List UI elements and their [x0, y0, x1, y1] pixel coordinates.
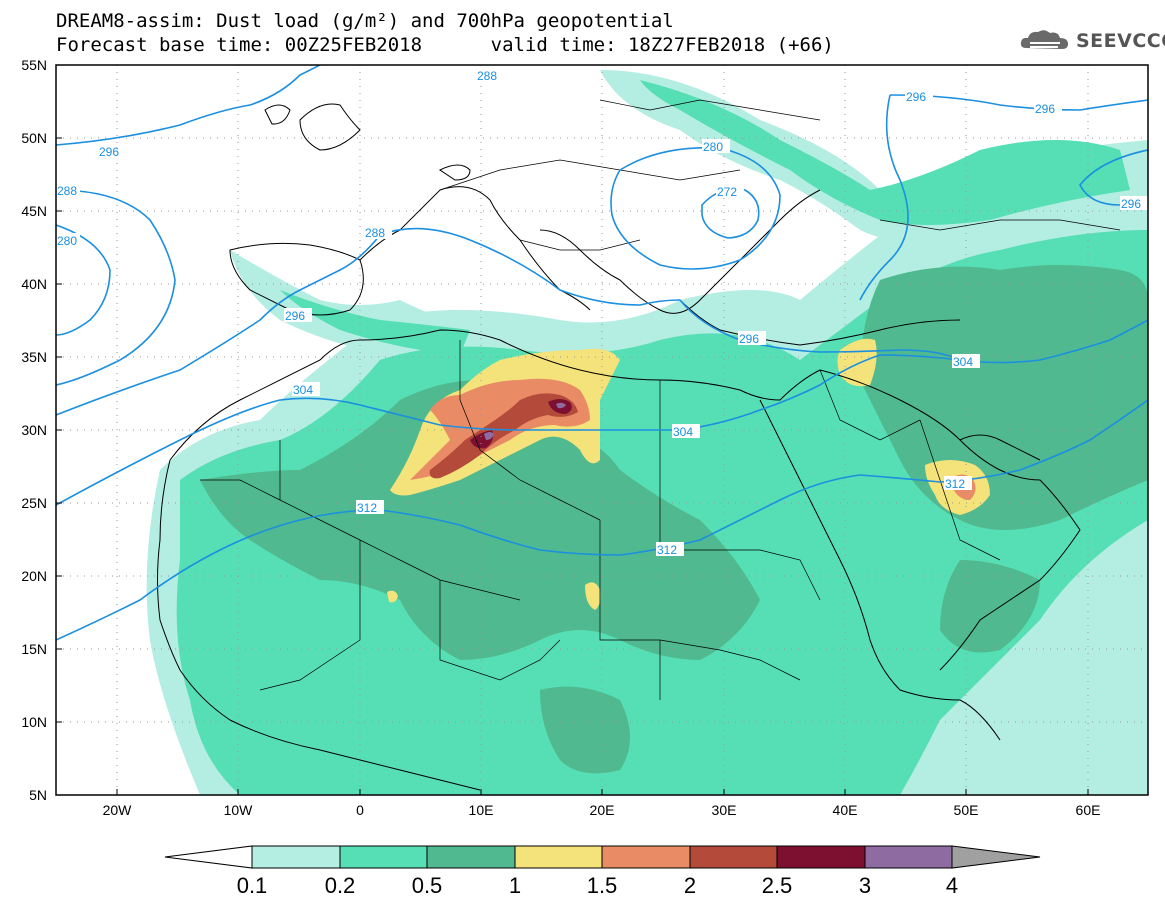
lon-label: 0 [356, 802, 364, 818]
lat-label: 30N [21, 422, 47, 438]
country-borders [200, 99, 1121, 700]
lon-label: 30E [712, 802, 737, 818]
svg-text:288: 288 [57, 184, 77, 198]
svg-text:304: 304 [953, 355, 973, 369]
colorbar-tick-label: 0.1 [237, 873, 268, 898]
contour-label-312-e: 312 [944, 476, 972, 491]
logo-text: SEEVCCC [1076, 30, 1165, 52]
lon-label: 20W [103, 802, 133, 818]
colorbar-tick-label: 0.5 [412, 873, 443, 898]
lon-label: 50E [954, 802, 979, 818]
svg-text:304: 304 [293, 383, 313, 397]
dust-level-3-region [484, 402, 566, 440]
axis-ticks [56, 64, 1089, 796]
lat-label: 40N [21, 276, 47, 292]
map-grid [56, 65, 1148, 795]
svg-text:312: 312 [945, 477, 965, 491]
lon-label: 20E [590, 802, 615, 818]
contour-label-280-center: 280 [702, 139, 730, 154]
lat-label: 15N [21, 641, 47, 657]
colorbar-tick-label: 2.5 [762, 873, 793, 898]
svg-text:296: 296 [1035, 102, 1055, 116]
geopotential-contours [56, 65, 1148, 641]
lat-label: 55N [21, 57, 47, 73]
colorbar-bin [251, 845, 341, 869]
colorbar-bin [601, 845, 691, 869]
contour-label-296-ne: 296 [905, 89, 933, 104]
svg-text:312: 312 [357, 501, 377, 515]
colorbar-tick-label: 4 [946, 873, 958, 898]
lat-label: 20N [21, 568, 47, 584]
contour-label-312-c: 312 [656, 542, 684, 557]
lat-label: 5N [29, 787, 47, 803]
svg-text:288: 288 [477, 69, 497, 83]
contour-label-312-w: 312 [356, 500, 384, 515]
svg-text:296: 296 [1121, 197, 1141, 211]
contour-label-296-med: 296 [738, 331, 766, 346]
colorbar-bin [689, 845, 778, 869]
map-subtitle: Forecast base time: 00Z25FEB2018 valid t… [56, 34, 834, 56]
svg-text:280: 280 [57, 234, 77, 248]
lon-label: 40E [833, 802, 858, 818]
lat-label: 10N [21, 714, 47, 730]
colorbar-bin [864, 845, 953, 869]
contour-label-272: 272 [716, 184, 744, 199]
contour-label-296-e: 296 [1120, 196, 1148, 211]
lat-label: 45N [21, 203, 47, 219]
colorbar-high-arrow [951, 845, 1041, 869]
lat-label: 50N [21, 130, 47, 146]
lon-label: 10E [469, 802, 494, 818]
colorbar-tick-label: 1 [509, 873, 521, 898]
colorbar-tick-label: 3 [859, 873, 871, 898]
lon-label: 60E [1076, 802, 1101, 818]
colorbar-bin [339, 845, 428, 869]
contour-label-304-c: 304 [672, 424, 700, 439]
svg-text:296: 296 [99, 145, 119, 159]
svg-text:304: 304 [673, 425, 693, 439]
map-title: DREAM8-assim: Dust load (g/m²) and 700hP… [56, 10, 674, 32]
contour-label-280-w: 280 [56, 233, 80, 248]
svg-text:272: 272 [717, 185, 737, 199]
dust-level-2-region [429, 393, 578, 479]
latitude-labels: 55N 50N 45N 40N 35N 30N 25N 20N 15N 10N … [21, 57, 47, 803]
contour-label-296-w: 296 [98, 144, 126, 159]
lon-label: 10W [224, 802, 254, 818]
contour-label-296-ne2: 296 [1034, 101, 1062, 116]
colorbar-low-arrow [164, 845, 253, 869]
colorbar-bin [776, 845, 866, 869]
svg-text:296: 296 [285, 309, 305, 323]
contour-label-288-top: 288 [476, 68, 504, 83]
contour-label-288-w: 288 [56, 183, 80, 198]
colorbar-tick-label: 0.2 [325, 873, 356, 898]
contour-labels: 288 296 296 296 280 272 296 288 280 288 … [56, 68, 1148, 557]
cloud-icon [1020, 30, 1068, 49]
svg-text:312: 312 [657, 543, 677, 557]
colorbar-tick-label: 2 [684, 873, 696, 898]
colorbar-labels: 0.1 0.2 0.5 1 1.5 2 2.5 3 4 [237, 873, 958, 898]
svg-text:288: 288 [365, 226, 385, 240]
colorbar-bin [514, 845, 603, 869]
contour-label-304-e: 304 [952, 354, 980, 369]
svg-text:296: 296 [906, 90, 926, 104]
colorbar [164, 845, 1041, 869]
contour-label-304-w: 304 [292, 382, 320, 397]
seevccc-logo: SEEVCCC [1018, 26, 1165, 56]
colorbar-bin [426, 845, 516, 869]
colorbar-tick-label: 1.5 [587, 873, 618, 898]
contour-label-288-c: 288 [364, 225, 392, 240]
longitude-labels: 20W 10W 0 10E 20E 30E 40E 50E 60E [103, 802, 1101, 818]
svg-text:296: 296 [739, 332, 759, 346]
lat-label: 25N [21, 495, 47, 511]
lat-label: 35N [21, 349, 47, 365]
svg-text:280: 280 [703, 140, 723, 154]
contour-label-296-c: 296 [284, 308, 312, 323]
